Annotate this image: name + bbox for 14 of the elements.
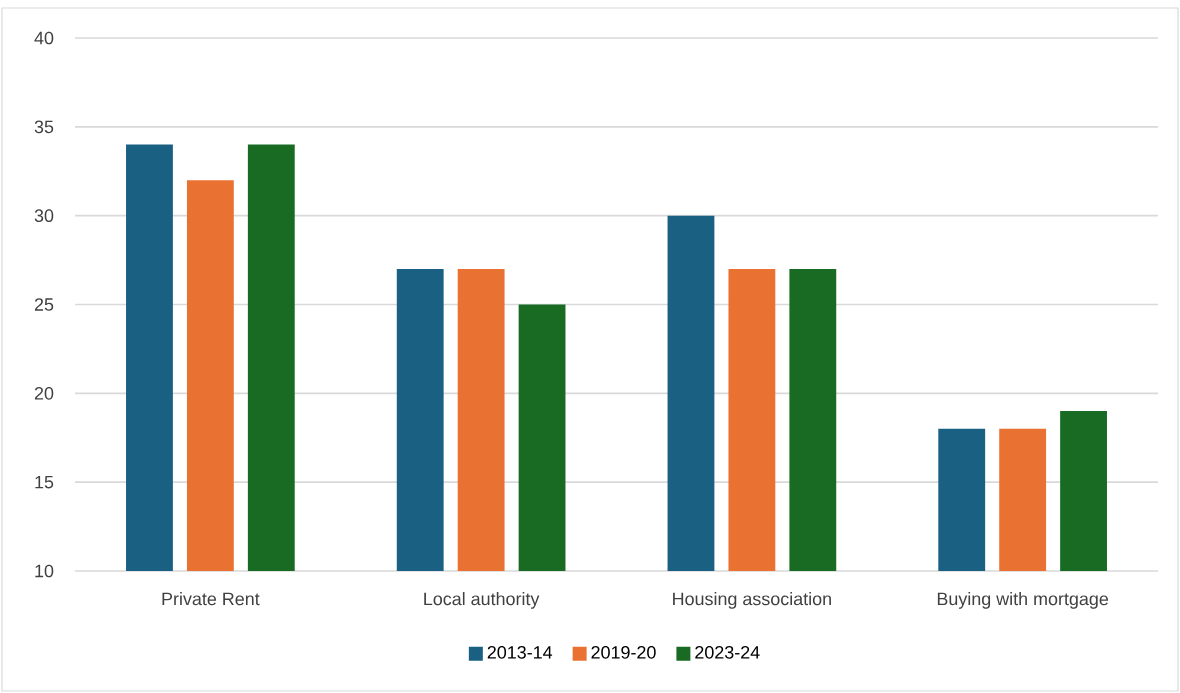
y-tick-label: 20	[34, 386, 54, 400]
y-tick-label: 40	[34, 31, 54, 45]
x-tick-label: Private Rent	[162, 592, 260, 606]
x-tick-label: Local authority	[424, 592, 540, 609]
x-tick-label: Buying with mortgage	[937, 592, 1109, 609]
y-tick-label: 30	[34, 209, 54, 223]
legend-label: 2019-20	[591, 645, 656, 659]
y-tick-label: 10	[35, 564, 54, 578]
legend-label: 2013-14	[487, 645, 553, 659]
y-tick-label: 35	[34, 120, 54, 134]
y-tick-label: 25	[34, 298, 54, 311]
x-tick-label: Housing association	[673, 592, 831, 609]
legend-label: 2023-24	[695, 645, 760, 659]
y-tick-label: 15	[35, 475, 54, 489]
